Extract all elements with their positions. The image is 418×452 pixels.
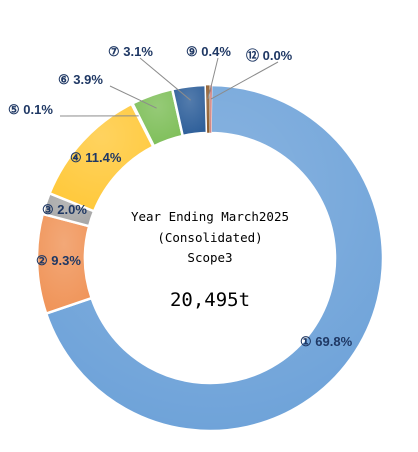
leader-line-7 bbox=[139, 57, 191, 101]
center-subtitle: (Consolidated) bbox=[157, 230, 262, 245]
center-title: Year Ending March2025 bbox=[131, 209, 289, 224]
slice-label-9: ⑫ 0.0% bbox=[246, 48, 293, 63]
slice-label-1: ① 69.8% bbox=[300, 334, 353, 349]
slice-label-8: ⑨ 0.4% bbox=[186, 44, 231, 59]
slice-sheen-7 bbox=[172, 85, 207, 137]
leader-line-8 bbox=[207, 57, 219, 100]
donut-slices bbox=[35, 83, 385, 433]
center-scope: Scope3 bbox=[187, 250, 232, 265]
slice-sheen-9 bbox=[210, 85, 213, 134]
slice-label-5: ⑤ 0.1% bbox=[8, 102, 53, 117]
leader-line-6 bbox=[109, 85, 157, 109]
slice-label-6: ⑥ 3.9% bbox=[58, 72, 103, 87]
slice-sheen-3 bbox=[42, 193, 95, 227]
leader-lines bbox=[59, 57, 279, 117]
slice-label-2: ② 9.3% bbox=[36, 253, 81, 268]
slice-labels: ① 69.8% ② 9.3% ③ 2.0% ④ 11.4% ⑤ 0.1% ⑥ 3.9% ⑦ … bbox=[8, 44, 353, 349]
slice-label-4: ④ 11.4% bbox=[70, 150, 122, 165]
slice-sheen-6 bbox=[132, 89, 183, 147]
slice-sheen-2 bbox=[37, 213, 92, 314]
center-total: 20,495t bbox=[170, 289, 250, 311]
slice-label-3: ③ 2.0% bbox=[42, 202, 87, 217]
center-block: Year Ending March2025 (Consolidated) Sco… bbox=[131, 209, 289, 311]
slice-sheen-4 bbox=[49, 103, 154, 212]
slice-label-7: ⑦ 3.1% bbox=[108, 44, 153, 59]
leader-line-9 bbox=[210, 61, 279, 100]
